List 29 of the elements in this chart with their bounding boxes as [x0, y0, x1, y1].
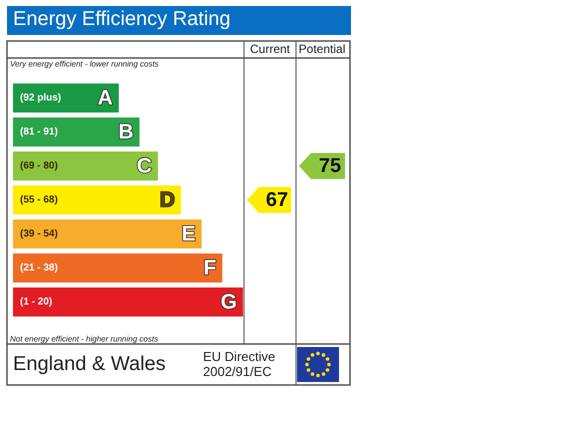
bar — [13, 254, 222, 282]
text: 75 — [318, 155, 342, 177]
bar — [13, 186, 181, 214]
text: Potential — [298, 42, 346, 56]
annotation: C — [136, 154, 152, 178]
text: EU Directive 2002/91/EC — [203, 349, 276, 379]
text: Current — [250, 42, 291, 56]
text: England & Wales — [13, 353, 166, 375]
annotation: B — [118, 120, 134, 144]
bar — [13, 118, 140, 146]
y-tick-label: (39 - 54) — [20, 228, 58, 240]
y-tick-label: (69 - 80) — [20, 160, 58, 172]
text: 67 — [266, 189, 288, 211]
text: Very energy efficient - lower running costs — [10, 60, 159, 68]
annotation: F — [203, 256, 216, 280]
bar — [13, 152, 158, 180]
y-tick-label: (1 - 20) — [20, 296, 52, 308]
annotation: A — [98, 86, 113, 110]
y-tick-label: (55 - 68) — [20, 194, 58, 206]
y-tick-label: (81 - 91) — [20, 126, 58, 138]
bar — [13, 288, 243, 316]
annotation: G — [220, 290, 237, 314]
text: Not energy efficient - higher running costs — [10, 334, 158, 344]
annotation: E — [182, 222, 196, 246]
bar — [13, 220, 202, 248]
annotation: D — [160, 188, 175, 212]
y-tick-label: (92 plus) — [20, 92, 62, 104]
y-tick-label: (21 - 38) — [20, 262, 58, 274]
chart-title: Energy Efficiency Rating — [13, 8, 231, 30]
